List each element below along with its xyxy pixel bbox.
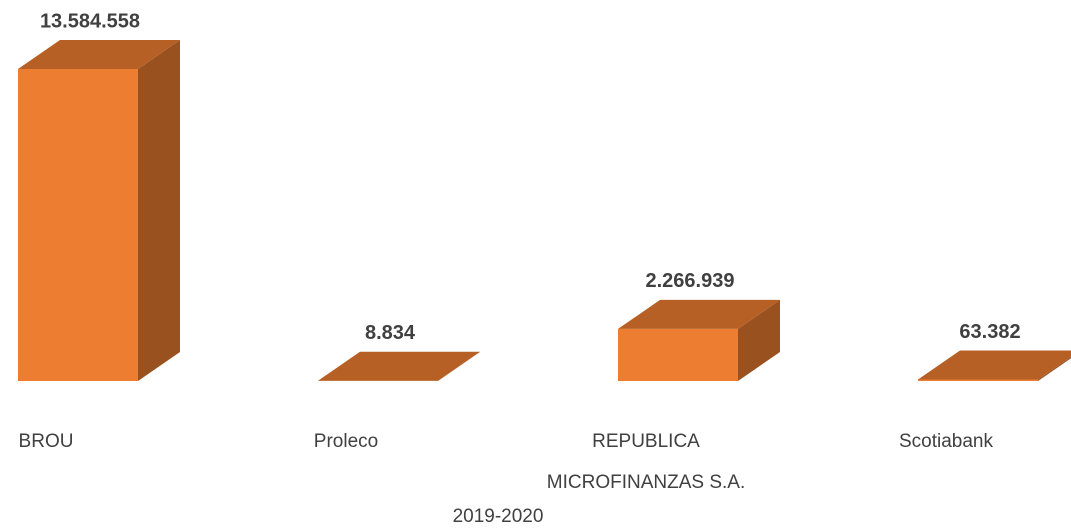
bar bbox=[618, 299, 780, 381]
x-tick-label: BROU bbox=[18, 431, 74, 452]
data-label: 63.382 bbox=[959, 321, 1020, 343]
bar-front bbox=[918, 379, 1038, 381]
bar bbox=[18, 40, 180, 381]
bar-top bbox=[318, 351, 480, 381]
bar-front bbox=[18, 69, 138, 381]
data-label: 8.834 bbox=[365, 322, 416, 344]
x-tick-label: REPUBLICA MICROFINANZAS S.A. bbox=[546, 431, 746, 493]
bar-front bbox=[618, 328, 738, 381]
x-tick-label: Scotiabank bbox=[898, 431, 993, 452]
bar-top bbox=[618, 299, 780, 329]
x-tick-label: Proleco bbox=[313, 431, 379, 452]
data-label: 2.266.939 bbox=[646, 270, 735, 292]
bar-side bbox=[138, 40, 180, 381]
bar-side bbox=[1038, 356, 1071, 381]
bar-top bbox=[18, 40, 180, 69]
x-axis-title: 2019-2020 bbox=[452, 506, 544, 527]
bar bbox=[918, 350, 1071, 381]
data-label: 13.584.558 bbox=[40, 10, 140, 32]
bar-side bbox=[738, 299, 780, 381]
bar-top bbox=[918, 350, 1071, 380]
bar bbox=[318, 351, 480, 381]
bar-side bbox=[438, 351, 480, 381]
